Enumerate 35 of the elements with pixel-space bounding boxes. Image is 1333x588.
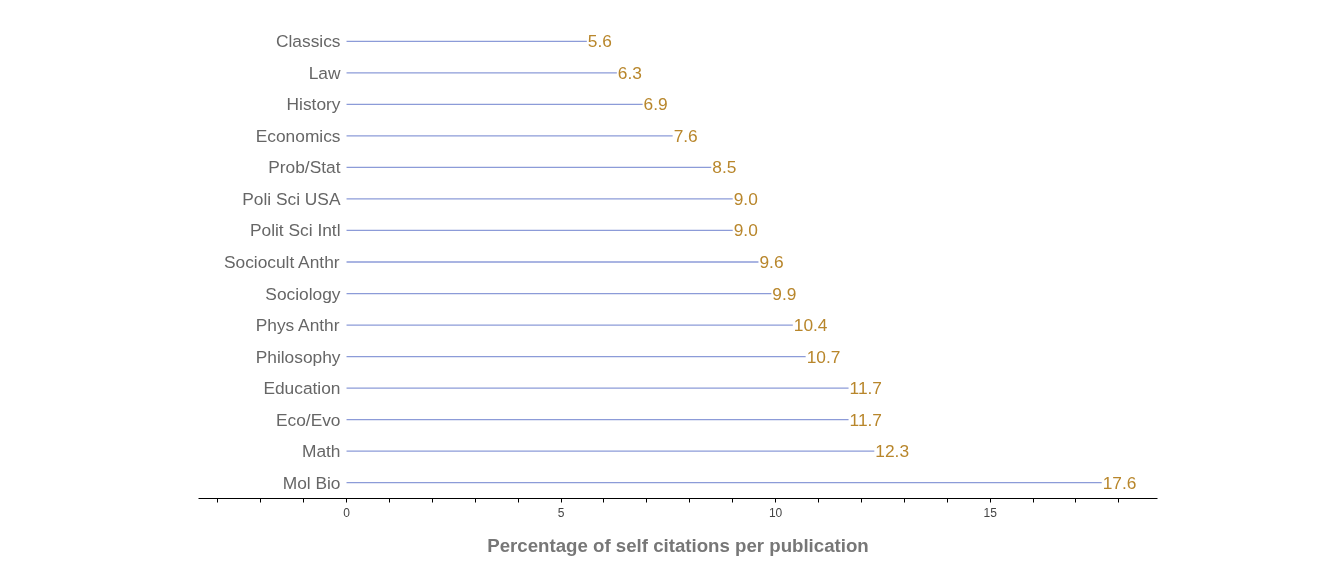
x-tick-label: 15: [983, 505, 998, 520]
y-tick-label: Eco/Evo: [275, 409, 341, 430]
data-label: 9.0: [733, 220, 758, 241]
data-label: 6.9: [643, 94, 668, 115]
data-label: 6.3: [617, 62, 642, 83]
data-label: 5.6: [587, 31, 612, 52]
y-tick-label: Phys Anthr: [255, 315, 340, 336]
y-tick-label: Math: [301, 441, 341, 462]
y-tick-label: Sociology: [265, 283, 341, 304]
x-tick-label: 10: [768, 505, 783, 520]
x-axis-title: Percentage of self citations per publication: [487, 534, 869, 556]
y-tick-label: Education: [263, 378, 341, 399]
data-label: 10.7: [806, 346, 841, 367]
data-label: 9.6: [759, 252, 784, 272]
y-tick-label: Poli Sci USA: [242, 188, 341, 209]
y-tick-label: Polit Sci Intl: [249, 220, 341, 241]
y-tick-label: Mol Bio: [282, 472, 341, 493]
data-label: 11.7: [849, 378, 883, 399]
y-tick-label: Philosophy: [255, 346, 341, 367]
y-tick-label: Prob/Stat: [268, 157, 341, 178]
data-label: 10.4: [793, 315, 828, 336]
x-tick-label: 5: [557, 505, 565, 520]
y-tick-label: Economics: [255, 125, 341, 146]
data-label: 9.9: [772, 283, 797, 304]
data-label: 8.5: [712, 157, 737, 178]
y-tick-label: Classics: [275, 31, 341, 52]
y-tick-label: Sociocult Anthr: [223, 252, 340, 272]
data-label: 17.6: [1102, 472, 1137, 493]
data-label: 7.6: [673, 125, 698, 146]
data-label: 12.3: [875, 441, 910, 462]
data-label: 9.0: [733, 188, 758, 209]
y-tick-label: History: [286, 94, 341, 115]
data-label: 11.7: [849, 409, 883, 430]
x-tick-label: 0: [343, 505, 351, 520]
y-tick-label: Law: [308, 62, 341, 83]
